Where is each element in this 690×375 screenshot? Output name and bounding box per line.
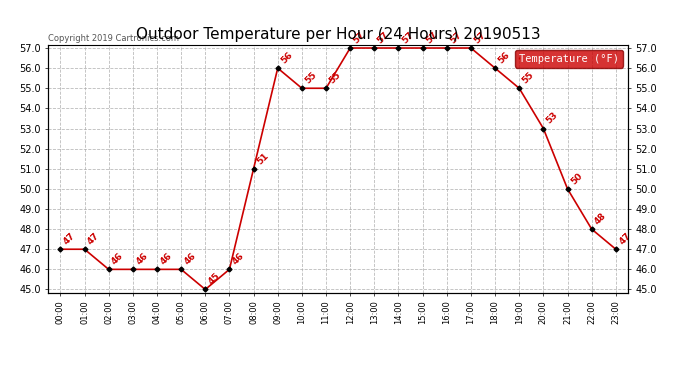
Text: 57: 57 (448, 30, 464, 45)
Text: 50: 50 (569, 171, 584, 186)
Text: 47: 47 (86, 231, 101, 246)
Text: 47: 47 (618, 231, 633, 246)
Text: 57: 57 (424, 30, 440, 45)
Text: 57: 57 (473, 30, 488, 45)
Text: 57: 57 (376, 30, 391, 45)
Text: 46: 46 (110, 251, 126, 267)
Text: Copyright 2019 Cartronics.com: Copyright 2019 Cartronics.com (48, 33, 179, 42)
Text: 46: 46 (183, 251, 198, 267)
Text: 46: 46 (135, 251, 150, 267)
Text: 48: 48 (593, 211, 609, 226)
Text: 45: 45 (207, 272, 222, 287)
Text: 56: 56 (497, 50, 512, 65)
Title: Outdoor Temperature per Hour (24 Hours) 20190513: Outdoor Temperature per Hour (24 Hours) … (136, 27, 540, 42)
Text: 56: 56 (279, 50, 295, 65)
Text: 57: 57 (352, 30, 367, 45)
Text: 46: 46 (159, 251, 174, 267)
Text: 55: 55 (328, 70, 343, 86)
Text: 53: 53 (545, 111, 560, 126)
Text: 55: 55 (304, 70, 319, 86)
Text: 46: 46 (231, 251, 246, 267)
Text: 55: 55 (521, 70, 536, 86)
Text: 47: 47 (62, 231, 77, 246)
Legend: Temperature (°F): Temperature (°F) (515, 50, 622, 68)
Text: 57: 57 (400, 30, 415, 45)
Text: 51: 51 (255, 151, 270, 166)
